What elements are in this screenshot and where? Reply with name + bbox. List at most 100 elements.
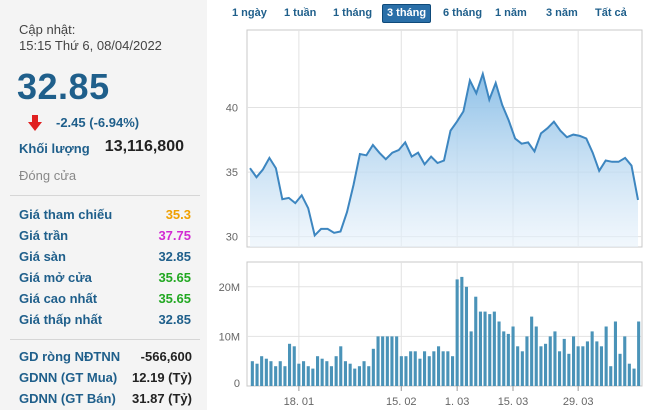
- divider: [10, 339, 200, 340]
- volume-bar: [343, 361, 347, 386]
- volume-bar: [599, 346, 603, 386]
- volume-tick-label: 20M: [219, 282, 240, 294]
- foreign-label: GDNN (GT Bán): [19, 391, 116, 406]
- volume-bar: [609, 366, 613, 386]
- stat-value: 32.85: [158, 312, 191, 327]
- volume-bar: [562, 338, 566, 386]
- volume-tick-label: 10M: [219, 331, 240, 343]
- volume-bar: [283, 366, 287, 386]
- volume-bar: [632, 368, 636, 386]
- volume-tick-label: 0: [234, 378, 240, 390]
- volume-bar: [585, 341, 589, 386]
- stat-value: 32.85: [158, 249, 191, 264]
- volume-bar: [637, 321, 641, 386]
- volume-bar: [390, 336, 394, 386]
- volume-bar: [399, 356, 403, 386]
- volume-bar: [306, 366, 310, 386]
- foreign-label: GDNN (GT Mua): [19, 370, 118, 385]
- price-tick-label: 40: [226, 103, 238, 115]
- volume-bar: [385, 336, 389, 386]
- volume-bar: [325, 361, 329, 386]
- stat-value: 35.3: [165, 207, 191, 222]
- stat-label: Giá cao nhất: [19, 291, 98, 306]
- volume-bar: [506, 333, 510, 386]
- tab-1-month[interactable]: 1 tháng: [333, 7, 373, 19]
- volume-bar: [260, 356, 264, 386]
- tab-1-day[interactable]: 1 ngày: [232, 7, 267, 19]
- volume-bar: [613, 321, 617, 386]
- volume-bar: [320, 358, 324, 386]
- tab-1-week[interactable]: 1 tuần: [284, 7, 317, 19]
- volume-bar: [553, 331, 557, 386]
- volume-bar: [497, 321, 501, 386]
- volume-bar: [441, 351, 445, 386]
- foreign-row-net: GD ròng NĐTNN -566,600: [0, 349, 207, 369]
- volume-bar: [250, 361, 254, 386]
- market-status: Đóng cửa: [19, 168, 77, 183]
- tab-6-months[interactable]: 6 tháng: [443, 7, 483, 19]
- volume-label: Khối lượng: [19, 141, 90, 156]
- volume-bar: [376, 336, 380, 386]
- volume-bar: [604, 326, 608, 386]
- divider: [10, 195, 200, 196]
- volume-bar: [464, 286, 468, 386]
- x-tick-label: 15. 03: [498, 396, 529, 408]
- down-arrow-icon: [28, 115, 42, 131]
- volume-bar: [367, 366, 371, 386]
- tab-1-year[interactable]: 1 năm: [495, 7, 527, 19]
- tab-3-years[interactable]: 3 năm: [546, 7, 578, 19]
- volume-bar: [371, 348, 375, 386]
- volume-bar: [460, 276, 464, 386]
- volume-bar: [492, 311, 496, 386]
- volume-bar: [432, 351, 436, 386]
- volume-bar: [618, 353, 622, 386]
- volume-bar: [488, 314, 492, 386]
- stat-value: 35.65: [158, 291, 191, 306]
- volume-bar: [474, 296, 478, 386]
- volume-bar: [590, 331, 594, 386]
- foreign-row-sell: GDNN (GT Bán) 31.87 (Tỷ): [0, 391, 207, 410]
- volume-bar: [544, 343, 548, 386]
- volume-bar: [353, 368, 357, 386]
- volume-bar: [348, 363, 352, 386]
- tab-all[interactable]: Tất cả: [595, 7, 627, 19]
- stat-row-low: Giá thấp nhất 32.85: [0, 312, 207, 332]
- price-line: [249, 70, 639, 238]
- stat-row-ceiling: Giá trần 37.75: [0, 228, 207, 248]
- stat-label: Giá sàn: [19, 249, 66, 264]
- volume-bar: [539, 346, 543, 386]
- volume-bar: [316, 356, 320, 386]
- volume-bar: [530, 316, 534, 386]
- volume-bar: [334, 356, 338, 386]
- volume-bar: [558, 351, 562, 386]
- volume-bar: [627, 363, 631, 386]
- volume-bar: [329, 366, 333, 386]
- stat-row-high: Giá cao nhất 35.65: [0, 291, 207, 311]
- volume-bar: [576, 346, 580, 386]
- update-time: 15:15 Thứ 6, 08/04/2022: [19, 38, 162, 53]
- volume-bar: [423, 351, 427, 386]
- x-tick-label: 15. 02: [386, 396, 417, 408]
- volume-bar: [409, 351, 413, 386]
- volume-bar: [511, 326, 515, 386]
- tab-3-months[interactable]: 3 tháng: [382, 4, 432, 23]
- volume-bar: [516, 346, 520, 386]
- current-price: 32.85: [17, 66, 110, 107]
- stat-label: Giá trần: [19, 228, 69, 243]
- volume-bar: [413, 351, 417, 386]
- stat-row-floor: Giá sàn 32.85: [0, 249, 207, 269]
- volume-bar: [446, 351, 450, 386]
- volume-bar: [520, 351, 524, 386]
- volume-bar: [274, 366, 278, 386]
- volume-bar: [567, 353, 571, 386]
- price-tick-label: 30: [226, 232, 238, 244]
- volume-bar: [339, 346, 343, 386]
- volume-bar: [502, 331, 506, 386]
- volume-bar: [572, 336, 576, 386]
- volume-bar: [297, 363, 301, 386]
- stock-summary-panel: Cập nhật: 15:15 Thứ 6, 08/04/2022 32.85 …: [0, 0, 207, 410]
- volume-bar: [534, 326, 538, 386]
- stat-label: Giá mở cửa: [19, 270, 92, 285]
- price-tick-label: 35: [226, 167, 238, 179]
